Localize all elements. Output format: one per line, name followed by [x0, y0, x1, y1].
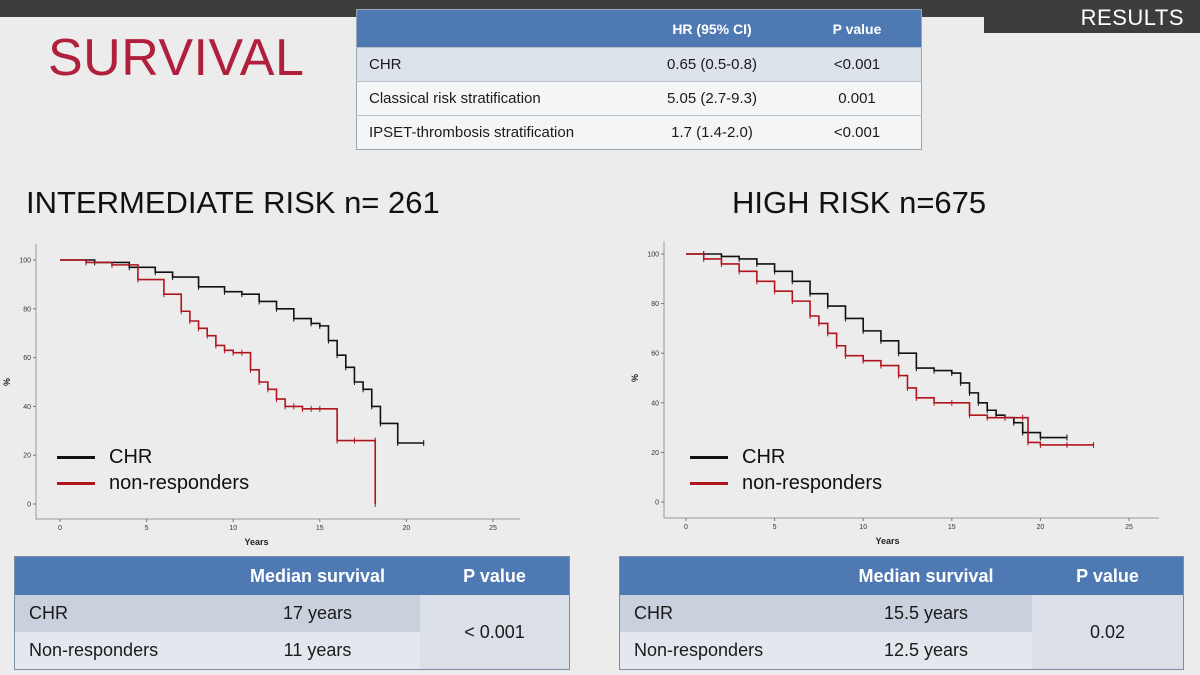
x-tick-label: 20 [403, 525, 411, 532]
survival-table-header: Median survival P value [619, 556, 1184, 595]
chr-swatch [57, 456, 95, 459]
y-tick-label: 80 [23, 306, 31, 313]
y-tick-label: 0 [27, 502, 31, 509]
x-axis-label: Years [875, 536, 899, 546]
y-tick-label: 60 [23, 355, 31, 362]
intermediate-risk-legend: CHR non-responders [57, 444, 249, 496]
legend-item-non-responders: non-responders [57, 470, 249, 496]
legend-label-non-responders: non-responders [742, 472, 883, 494]
row-hr: 5.05 (2.7-9.3) [631, 81, 793, 116]
hr-col-p: P value [793, 9, 922, 48]
table-row: Non-responders 12.5 years [619, 632, 1184, 670]
y-tick-label: 20 [23, 453, 31, 460]
row-p: 0.001 [793, 81, 922, 116]
non-responders-swatch [57, 482, 95, 485]
row-label: CHR [356, 47, 631, 82]
y-tick-label: 0 [655, 500, 659, 507]
x-tick-label: 10 [229, 525, 237, 532]
row-label: Non-responders [14, 632, 215, 670]
row-label: CHR [14, 595, 215, 632]
table-row: Classical risk stratification 5.05 (2.7-… [356, 81, 922, 116]
x-tick-label: 10 [859, 524, 867, 531]
legend-item-non-responders: non-responders [690, 470, 882, 496]
col-label [619, 556, 820, 595]
y-axis-label: % [2, 378, 12, 386]
row-hr: 0.65 (0.5-0.8) [631, 47, 793, 82]
y-axis-label: % [630, 374, 640, 382]
y-tick-label: 40 [23, 404, 31, 411]
row-label: IPSET-thrombosis stratification [356, 115, 631, 150]
x-tick-label: 0 [58, 525, 62, 532]
x-tick-label: 25 [1125, 524, 1133, 531]
col-label [14, 556, 215, 595]
series-line-chr [60, 259, 424, 444]
survival-table-header: Median survival P value [14, 556, 570, 595]
col-p: P value [420, 556, 570, 595]
row-label: Classical risk stratification [356, 81, 631, 116]
x-tick-label: 5 [773, 524, 777, 531]
y-tick-label: 100 [19, 258, 31, 265]
y-tick-label: 40 [651, 400, 659, 407]
legend-label-chr: CHR [742, 446, 786, 468]
intermediate-risk-survival-table: Median survival P value CHR 17 years < 0… [14, 556, 570, 670]
row-median: 12.5 years [820, 632, 1032, 670]
series-line-non-responders [686, 253, 1094, 446]
table-row: CHR 15.5 years 0.02 [619, 595, 1184, 670]
hr-table-header: HR (95% CI) P value [356, 9, 922, 48]
col-median: Median survival [820, 556, 1032, 595]
legend-item-chr: CHR [690, 444, 882, 470]
table-row: CHR 0.65 (0.5-0.8) <0.001 [356, 47, 922, 82]
x-tick-label: 20 [1037, 524, 1045, 531]
row-label: CHR [619, 595, 820, 632]
chr-swatch [690, 456, 728, 459]
table-row: Non-responders 11 years [14, 632, 570, 670]
p-value: < 0.001 [420, 595, 570, 670]
row-hr: 1.7 (1.4-2.0) [631, 115, 793, 150]
table-row: IPSET-thrombosis stratification 1.7 (1.4… [356, 115, 922, 150]
axis-frame [35, 244, 520, 520]
high-risk-km-plot: 0 20 40 60 80 100 0 5 10 15 20 25 Years% [630, 241, 1159, 546]
high-risk-legend: CHR non-responders [690, 444, 882, 496]
high-risk-survival-table: Median survival P value CHR 15.5 years 0… [619, 556, 1184, 670]
legend-item-chr: CHR [57, 444, 249, 470]
row-p: <0.001 [793, 47, 922, 82]
x-tick-label: 5 [145, 525, 149, 532]
x-tick-label: 15 [948, 524, 956, 531]
section-tab: RESULTS [984, 0, 1200, 33]
legend-label-chr: CHR [109, 446, 153, 468]
x-axis-label: Years [244, 537, 268, 547]
row-median: 11 years [215, 632, 420, 670]
x-tick-label: 0 [684, 524, 688, 531]
row-median: 17 years [215, 595, 420, 632]
x-tick-label: 15 [316, 525, 324, 532]
non-responders-swatch [690, 482, 728, 485]
y-tick-label: 20 [651, 450, 659, 457]
y-tick-label: 100 [647, 252, 659, 259]
legend-label-non-responders: non-responders [109, 472, 250, 494]
hazard-ratio-table: HR (95% CI) P value CHR 0.65 (0.5-0.8) <… [356, 9, 922, 150]
section-label: RESULTS [1080, 5, 1184, 30]
hr-col-hr: HR (95% CI) [631, 9, 793, 48]
row-median: 15.5 years [820, 595, 1032, 632]
row-p: <0.001 [793, 115, 922, 150]
row-label: Non-responders [619, 632, 820, 670]
intermediate-risk-heading: INTERMEDIATE RISK n= 261 [26, 185, 440, 220]
col-median: Median survival [215, 556, 420, 595]
high-risk-heading: HIGH RISK n=675 [732, 185, 987, 220]
col-p: P value [1032, 556, 1184, 595]
slide-title: SURVIVAL [48, 29, 305, 87]
axis-frame [663, 241, 1159, 519]
p-value: 0.02 [1032, 595, 1184, 670]
table-row: CHR 17 years < 0.001 [14, 595, 570, 670]
y-tick-label: 80 [651, 301, 659, 308]
hr-col-label [356, 9, 631, 48]
y-tick-label: 60 [651, 351, 659, 358]
x-tick-label: 25 [489, 525, 497, 532]
series-line-chr [686, 253, 1067, 439]
intermediate-risk-km-plot: 0 20 40 60 80 100 0 5 10 15 20 25 Years% [2, 244, 520, 547]
